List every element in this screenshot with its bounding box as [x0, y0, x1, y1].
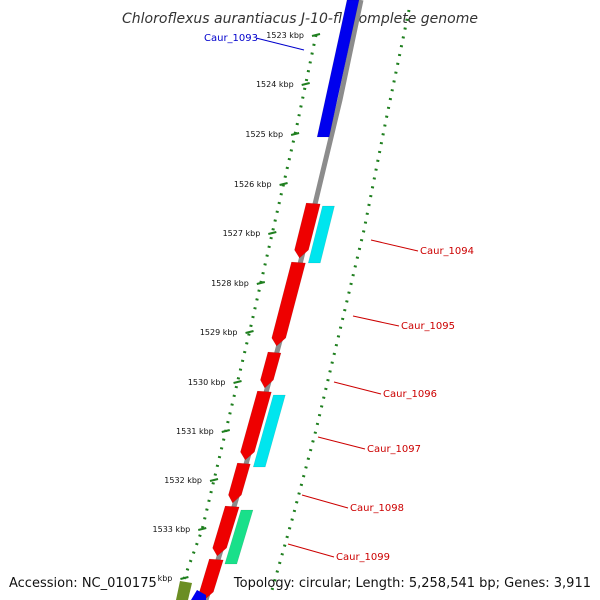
label-leader-line [301, 494, 349, 509]
label-leader-line [370, 239, 419, 252]
cds-feature [252, 394, 286, 468]
gene-label: Caur_1094 [420, 246, 474, 257]
dotted-rings [178, 9, 411, 591]
label-leader-line [317, 436, 366, 450]
tick-label: 1527 kbp [223, 229, 261, 238]
outer-dotted-ring [270, 9, 411, 591]
tick-mark [301, 82, 310, 86]
tick-marks: 1523 kbp 1524 kbp 1525 kbp 1526 kbp 1527 kbp… [153, 31, 321, 583]
cds-feature [307, 205, 335, 264]
accession-text: Accession: NC_010175 [9, 576, 157, 591]
tick-mark [180, 576, 189, 580]
tick-mark [311, 33, 321, 37]
gene-arrow [271, 261, 306, 347]
tick-label: 1523 kbp [266, 31, 304, 40]
tick-label: 1529 kbp [200, 328, 238, 337]
gene-label: Caur_1096 [383, 389, 437, 400]
tick-mark [279, 182, 288, 186]
gene-label: Caur_1097 [367, 444, 421, 455]
tick-label: 1530 kbp [188, 378, 226, 387]
gene-label: Caur_1098 [350, 503, 404, 514]
gene-arrow [199, 558, 224, 600]
tick-label: kbp [158, 574, 173, 583]
gene-arrow [294, 202, 321, 259]
tick-label: 1528 kbp [211, 279, 249, 288]
tick-mark [233, 380, 242, 384]
tick-label: 1533 kbp [153, 525, 191, 534]
label-leader-line [287, 543, 335, 558]
gene-arrow [316, 0, 360, 138]
inner-dotted-ring [178, 34, 318, 591]
topology-text: Topology: circular; Length: 5,258,541 bp… [233, 576, 591, 591]
tick-label: 1532 kbp [164, 476, 202, 485]
gene-arrow [191, 590, 206, 600]
gene-label: Caur_1095 [401, 321, 455, 332]
gene-arrow [240, 390, 272, 461]
tick-mark [245, 330, 254, 334]
gene-features [176, 0, 360, 600]
tick-mark [290, 132, 300, 136]
gene-label: Caur_1093 [204, 33, 258, 44]
gene-arrow [212, 505, 240, 557]
map-title: Chloroflexus aurantiacus J-10-fl, comple… [122, 11, 478, 27]
gene-labels: Caur_1093 Caur_1094 Caur_1095 Caur_1096 Caur… [204, 33, 474, 563]
label-leader-line [333, 381, 382, 395]
tick-label: 1524 kbp [256, 80, 294, 89]
tick-mark [197, 527, 207, 531]
tick-mark [221, 429, 231, 433]
tick-label: 1526 kbp [234, 180, 272, 189]
gene-arrow [260, 351, 282, 389]
gene-arrow [228, 462, 251, 504]
other-feature [176, 581, 192, 600]
tick-mark [268, 231, 277, 235]
label-leader-line [352, 315, 400, 327]
tick-mark [209, 478, 219, 482]
cds-feature [224, 509, 254, 565]
label-leader-line [255, 37, 305, 51]
tick-label: 1531 kbp [176, 427, 214, 436]
gene-label: Caur_1099 [336, 552, 390, 563]
tick-mark [256, 281, 266, 285]
tick-label: 1525 kbp [245, 130, 283, 139]
